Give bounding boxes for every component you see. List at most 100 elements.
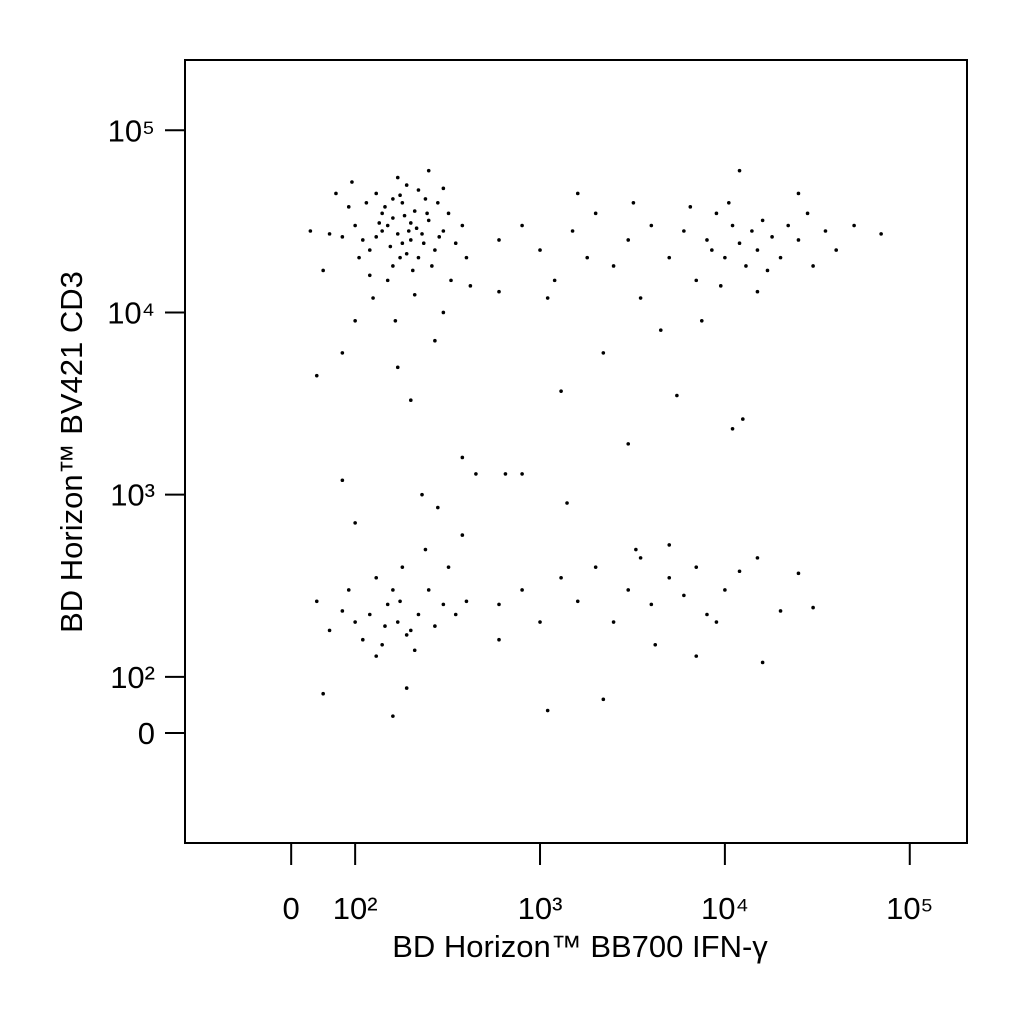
event-dot xyxy=(796,238,801,242)
y-tick-label: 0 xyxy=(138,716,155,751)
event-dot xyxy=(433,248,437,252)
x-tick-label: 0 xyxy=(283,891,300,926)
event-dot xyxy=(395,175,400,180)
event-dot xyxy=(395,232,400,236)
event-dot xyxy=(367,612,372,617)
event-dot xyxy=(760,660,765,665)
event-dot xyxy=(811,264,815,268)
event-dot xyxy=(755,248,760,252)
event-dot xyxy=(391,216,395,220)
event-dot xyxy=(714,620,719,624)
event-dot xyxy=(327,628,332,633)
event-dot xyxy=(497,289,501,294)
event-dot xyxy=(520,223,524,228)
event-dot xyxy=(705,612,709,617)
event-dot xyxy=(408,221,413,225)
event-dot xyxy=(436,200,440,205)
event-dot xyxy=(314,599,319,604)
event-dot xyxy=(385,223,390,228)
event-dot xyxy=(770,235,774,239)
event-dot xyxy=(398,599,402,604)
event-dot xyxy=(460,455,465,460)
event-dot xyxy=(353,223,357,228)
event-dot xyxy=(796,571,801,576)
event-dot xyxy=(723,588,727,592)
event-dot xyxy=(449,278,453,283)
event-dot xyxy=(380,229,384,233)
event-dot xyxy=(755,289,760,294)
event-dot xyxy=(360,238,365,242)
event-dot xyxy=(393,319,398,323)
event-dot xyxy=(631,200,636,205)
event-dot xyxy=(688,205,693,209)
event-dot xyxy=(786,223,790,228)
event-dot xyxy=(416,188,421,192)
event-dot xyxy=(377,221,382,225)
event-dot xyxy=(353,620,357,624)
event-dot xyxy=(420,232,424,236)
event-dot xyxy=(453,241,458,245)
event-dot xyxy=(638,556,643,560)
event-dot xyxy=(744,264,748,268)
event-dot xyxy=(388,244,393,249)
event-dot xyxy=(694,278,699,283)
event-dot xyxy=(705,238,709,242)
event-dot xyxy=(400,241,405,245)
event-dot xyxy=(714,211,719,216)
event-dot xyxy=(391,588,395,592)
event-dot xyxy=(420,492,424,497)
event-dot xyxy=(374,235,379,239)
event-dot xyxy=(710,248,714,252)
event-dot xyxy=(395,620,400,624)
event-dot xyxy=(406,229,411,233)
event-dot xyxy=(441,310,446,315)
event-dot xyxy=(340,235,345,239)
event-dot xyxy=(433,338,437,343)
event-dot xyxy=(503,472,508,476)
event-dot xyxy=(750,229,754,233)
event-dot xyxy=(638,296,643,300)
event-dot xyxy=(400,200,405,205)
event-dot xyxy=(383,624,387,628)
event-dot xyxy=(425,211,429,216)
event-dot xyxy=(699,319,704,323)
event-dot xyxy=(412,293,417,297)
event-dot xyxy=(520,588,524,592)
event-dot xyxy=(737,168,742,173)
event-dot xyxy=(404,633,409,637)
event-dot xyxy=(667,543,672,547)
event-dot xyxy=(321,268,325,273)
event-dot xyxy=(380,642,384,647)
event-dot xyxy=(675,393,679,398)
event-dot xyxy=(538,620,542,624)
event-dot xyxy=(446,565,451,569)
event-dot xyxy=(497,238,501,242)
event-dot xyxy=(653,642,658,647)
event-dot xyxy=(682,593,686,598)
event-dot xyxy=(593,211,598,216)
event-dot xyxy=(334,191,338,196)
event-dot xyxy=(446,211,451,216)
event-dot xyxy=(737,241,742,245)
x-tick-label: 10³ xyxy=(518,891,563,926)
event-dot xyxy=(353,521,357,525)
event-dot xyxy=(667,575,672,580)
event-dot xyxy=(755,556,760,560)
event-dot xyxy=(879,232,883,236)
event-dot xyxy=(402,213,407,218)
event-dot xyxy=(391,714,395,718)
event-dot xyxy=(374,575,379,580)
event-dot xyxy=(497,602,501,607)
event-dot xyxy=(559,389,563,393)
event-dot xyxy=(436,505,440,510)
event-dot xyxy=(421,241,426,245)
event-dot xyxy=(464,599,469,604)
event-dot xyxy=(414,226,419,231)
event-dot xyxy=(340,351,345,355)
event-dot xyxy=(433,624,437,628)
event-dot xyxy=(308,229,313,233)
event-dot xyxy=(400,565,405,569)
event-dot xyxy=(408,398,413,402)
event-dot xyxy=(559,575,563,580)
